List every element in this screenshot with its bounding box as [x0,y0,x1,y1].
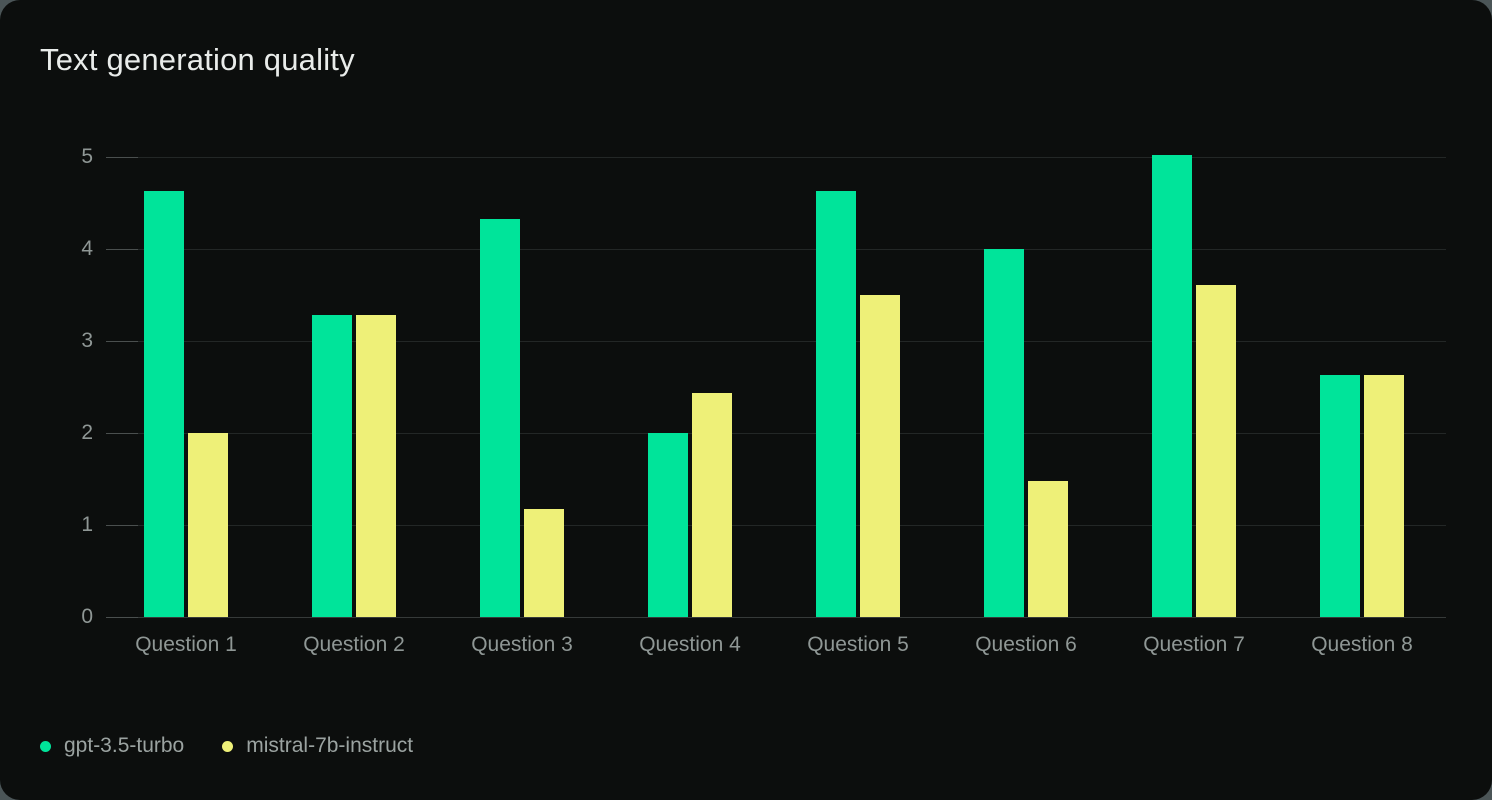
mistral-7b-instruct-bar [188,433,228,617]
x-axis-label: Question 3 [471,633,573,656]
gpt-3.5-turbo-bar [816,191,856,617]
gridline-y3 [106,341,1446,342]
chart-legend: gpt-3.5-turbo mistral-7b-instruct [40,731,413,761]
gpt-3.5-turbo-bar [312,315,352,617]
mistral-7b-instruct-bar [1364,375,1404,617]
y-axis-tick [106,617,138,618]
mistral-7b-instruct-bar [524,509,564,617]
legend-label: mistral-7b-instruct [246,734,414,757]
y-axis-label: 2 [81,421,93,444]
y-axis-label: 1 [81,513,93,536]
gpt-3.5-turbo-bar [648,433,688,617]
x-axis-label: Question 6 [975,633,1077,656]
y-axis-tick [106,157,138,158]
gpt-3.5-turbo-bar [1152,155,1192,617]
mistral-7b-instruct-bar [356,315,396,617]
gpt-3.5-turbo-bar [144,191,184,617]
y-axis-label: 5 [81,145,93,168]
mistral-7b-instruct-bar [1196,285,1236,617]
mistral-7b-instruct-bar [692,393,732,617]
y-axis-tick [106,525,138,526]
y-axis-tick [106,433,138,434]
legend-item-gpt-3.5-turbo[interactable]: gpt-3.5-turbo [40,734,184,758]
mistral-7b-instruct-bar [860,295,900,617]
x-axis-label: Question 2 [303,633,405,656]
x-axis-label: Question 4 [639,633,741,656]
legend-marker-icon [40,740,51,752]
y-axis-tick [106,341,138,342]
legend-marker-icon [222,740,234,752]
gpt-3.5-turbo-bar [1320,375,1360,617]
mistral-7b-instruct-bar [1028,481,1068,617]
x-axis-label: Question 8 [1311,633,1413,656]
gpt-3.5-turbo-bar [480,219,520,617]
gridline-y5 [106,157,1446,158]
gridline-y1 [106,525,1446,526]
y-axis-label: 3 [81,329,93,352]
gridline-y0 [106,617,1446,618]
gpt-3.5-turbo-bar [984,249,1024,617]
legend-label: gpt-3.5-turbo [64,734,185,757]
y-axis-tick [106,249,138,250]
x-axis-label: Question 5 [807,633,909,656]
legend-item-mistral-7b-instruct[interactable]: mistral-7b-instruct [222,734,413,758]
y-axis-label: 4 [81,237,93,260]
x-axis-label: Question 1 [135,633,237,656]
chart-title: Text generation quality [40,42,355,77]
y-axis-label: 0 [81,605,93,628]
gridline-y4 [106,249,1446,250]
gridline-y2 [106,433,1446,434]
x-axis-label: Question 7 [1143,633,1245,656]
